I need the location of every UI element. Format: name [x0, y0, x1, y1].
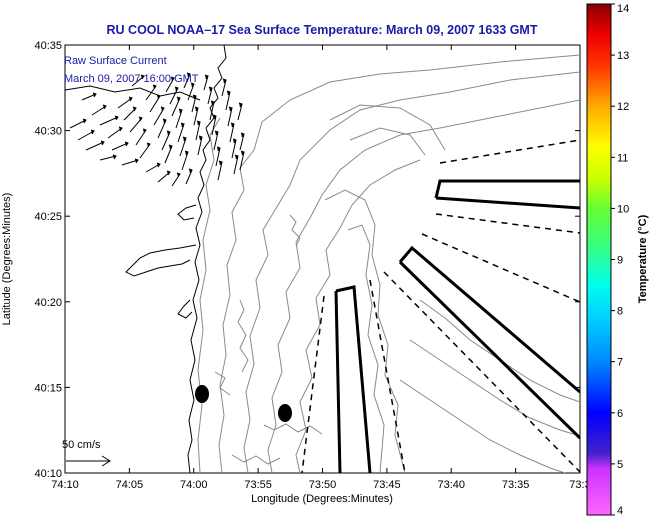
station-marker — [195, 385, 209, 403]
sampling-boxes — [334, 179, 580, 473]
colorbar-gradient — [586, 3, 612, 516]
x-tick-label: 74:05 — [116, 479, 144, 491]
x-axis: 74:10 74:05 74:00 73:55 73:50 73:45 73:40 73:35… — [51, 45, 591, 491]
plot-area: Raw Surface Current March 09, 2007 16:00… — [62, 44, 581, 474]
legend-timestamp: March 09, 2007 16:00 GMT — [64, 73, 199, 85]
legend-title: Raw Surface Current — [64, 55, 167, 67]
colorbar-tick-label: 6 — [617, 408, 623, 420]
colorbar-title: Temperature (°C) — [637, 214, 649, 303]
y-tick-label: 40:35 — [34, 40, 62, 52]
colorbar-tick-label: 11 — [617, 152, 628, 164]
colorbar-tick-label: 12 — [617, 101, 629, 113]
colorbar: 14 13 12 11 10 9 8 7 6 5 4 Temperature (°C) — [586, 3, 649, 517]
x-tick-label: 73:3 — [569, 479, 590, 491]
x-tick-label: 73:45 — [373, 479, 401, 491]
y-tick-label: 40:20 — [34, 297, 62, 309]
x-tick-label: 73:55 — [244, 479, 272, 491]
bathymetry-contours — [197, 54, 580, 473]
colorbar-tick-label: 10 — [617, 203, 629, 215]
y-tick-label: 40:10 — [34, 468, 62, 480]
colorbar-tick-label: 14 — [617, 3, 629, 15]
colorbar-tick-label: 4 — [617, 505, 623, 517]
colorbar-tick-label: 5 — [617, 459, 623, 471]
x-tick-label: 74:10 — [51, 479, 79, 491]
colorbar-tick-label: 7 — [617, 357, 623, 369]
x-axis-title: Longitude (Degrees:Minutes) — [251, 493, 393, 505]
x-tick-label: 74:00 — [180, 479, 208, 491]
sector-lines — [301, 139, 580, 473]
plot-frame — [64, 44, 581, 474]
y-tick-label: 40:25 — [34, 211, 62, 223]
colorbar-tick-label: 13 — [617, 50, 629, 62]
scale-label: 50 cm/s — [62, 439, 101, 451]
colorbar-tick-label: 8 — [617, 306, 623, 318]
colorbar-tick-label: 9 — [617, 255, 623, 267]
x-tick-label: 73:50 — [309, 479, 337, 491]
station-marker — [278, 404, 292, 422]
surface-current-vectors — [69, 72, 245, 187]
x-tick-label: 73:35 — [502, 479, 530, 491]
map-title: RU COOL NOAA–17 Sea Surface Temperature:… — [107, 23, 538, 37]
coastline — [65, 45, 227, 473]
y-tick-label: 40:15 — [34, 382, 62, 394]
x-tick-label: 73:40 — [437, 479, 465, 491]
scale-arrow — [66, 455, 111, 467]
y-tick-label: 40:30 — [34, 126, 62, 138]
y-axis-title: Latitude (Degrees:Minutes) — [1, 193, 13, 326]
y-axis: 40:35 40:30 40:25 40:20 40:15 40:10 — [34, 40, 580, 480]
